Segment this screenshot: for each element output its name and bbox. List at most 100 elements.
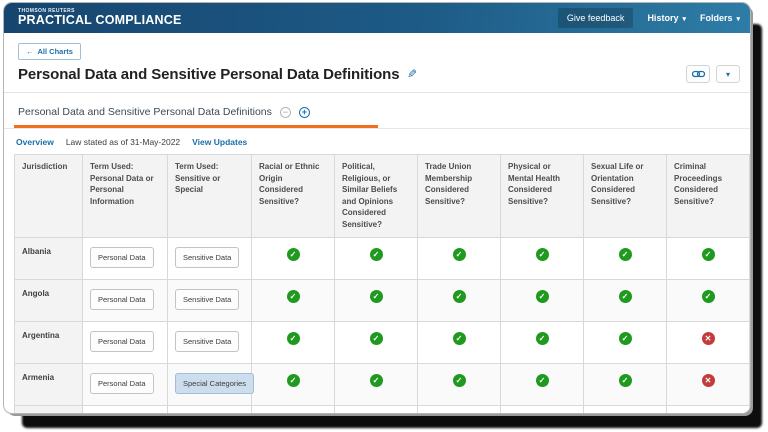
top-header: THOMSON REUTERS PRACTICAL COMPLIANCE Giv…	[4, 3, 750, 33]
meta-row: Overview Law stated as of 31-May-2022 Vi…	[4, 129, 750, 154]
title-row: Personal Data and Sensitive Personal Dat…	[4, 60, 750, 83]
table-row: Argentina Personal Data Sensitive Data ✓ ✓ ✓ ✓…	[14, 320, 750, 364]
definitions-table: Jurisdiction Term Used: Personal Data or …	[14, 154, 750, 413]
jurisdiction-cell: Australia	[14, 404, 83, 413]
flag-cell: ✓	[251, 404, 335, 413]
flag-cell: ✓	[583, 236, 667, 280]
toolbar-row: ← All Charts	[4, 33, 750, 60]
column-header: Term Used: Personal Data or Personal Inf…	[82, 154, 168, 238]
history-menu-label: History	[647, 13, 679, 23]
edit-pencil-icon[interactable]: ✎	[406, 67, 417, 81]
folders-menu[interactable]: Folders ▾	[700, 13, 740, 23]
check-icon: ✓	[701, 289, 715, 303]
chevron-down-icon: ▾	[725, 69, 730, 79]
check-icon: ✓	[369, 373, 383, 387]
brand-top-label: THOMSON REUTERS	[18, 7, 75, 14]
term-cell: Sensitive Data	[167, 236, 252, 280]
term-personal-button[interactable]: Personal Data	[90, 330, 154, 352]
term-cell: Personal Data	[82, 320, 168, 364]
term-cell: Personal Information	[82, 404, 168, 413]
give-feedback-button[interactable]: Give feedback	[557, 8, 634, 28]
flag-cell: ✓	[417, 404, 501, 413]
flag-cell: ✓	[334, 278, 418, 322]
check-icon: ✓	[535, 247, 549, 261]
history-menu[interactable]: History ▾	[647, 13, 686, 23]
jurisdiction-cell: Albania	[14, 236, 83, 280]
check-icon: ✓	[618, 289, 632, 303]
flag-cell: ✓	[583, 320, 667, 364]
tab-definitions-label: Personal Data and Sensitive Personal Dat…	[18, 106, 272, 118]
check-icon: ✓	[286, 373, 300, 387]
column-header: Physical or Mental Health Considered Sen…	[500, 154, 584, 238]
term-cell: Personal Data	[82, 236, 168, 280]
back-arrow-icon: ←	[26, 47, 34, 56]
term-sensitive-button[interactable]: Sensitive Data	[175, 330, 240, 352]
chart-options-dropdown-button[interactable]: ▾	[716, 65, 740, 83]
flag-cell: ✓	[251, 278, 335, 322]
term-personal-button[interactable]: Personal Data	[90, 288, 154, 310]
tab-definitions[interactable]: Personal Data and Sensitive Personal Dat…	[14, 106, 378, 128]
flag-cell: ✓	[666, 404, 750, 413]
term-personal-button[interactable]: Personal Data	[90, 372, 154, 394]
chevron-down-icon: ▾	[682, 16, 686, 23]
flag-cell: ✕	[666, 362, 750, 406]
flag-cell: ✓	[334, 320, 418, 364]
flag-cell: ✓	[251, 320, 335, 364]
chevron-down-icon: ▾	[736, 16, 740, 23]
table-row: Armenia Personal Data Special Categories ✓ ✓…	[14, 362, 750, 406]
cross-icon: ✕	[701, 331, 715, 345]
term-cell: Personal Data	[82, 362, 168, 406]
check-icon: ✓	[618, 331, 632, 345]
jurisdiction-cell: Argentina	[14, 320, 83, 364]
check-icon: ✓	[286, 331, 300, 345]
check-icon: ✓	[286, 247, 300, 261]
check-icon: ✓	[535, 331, 549, 345]
jurisdiction-cell: Armenia	[14, 362, 83, 406]
flag-cell: ✓	[251, 236, 335, 280]
collapse-circle-icon[interactable]: −	[279, 106, 291, 118]
table-row: Angola Personal Data Sensitive Data ✓ ✓ ✓ ✓ ✓ ✓	[14, 278, 750, 322]
term-cell: Sensitive Data	[167, 320, 252, 364]
flag-cell: ✓	[334, 404, 418, 413]
table-row: Albania Personal Data Sensitive Data ✓ ✓ ✓ ✓ ✓ ✓	[14, 236, 750, 280]
brand-main-label: PRACTICAL COMPLIANCE	[18, 13, 182, 28]
check-icon: ✓	[452, 289, 466, 303]
column-header: Jurisdiction	[14, 154, 83, 238]
page-title: Personal Data and Sensitive Personal Dat…	[18, 65, 400, 83]
term-sensitive-button[interactable]: Special Categories	[175, 372, 254, 394]
title-actions: ▾	[686, 65, 740, 83]
term-sensitive-button[interactable]: Sensitive Data	[175, 288, 240, 310]
flag-cell: ✕	[666, 320, 750, 364]
cross-icon: ✕	[701, 373, 715, 387]
topbar-actions: Give feedback History ▾ Folders ▾	[557, 8, 740, 28]
check-icon: ✓	[452, 373, 466, 387]
flag-cell: ✓	[334, 236, 418, 280]
term-personal-button[interactable]: Personal Data	[90, 246, 154, 268]
app-window: THOMSON REUTERS PRACTICAL COMPLIANCE Giv…	[4, 3, 750, 413]
flag-cell: ✓	[583, 278, 667, 322]
flag-cell: ✓	[500, 236, 584, 280]
check-icon: ✓	[286, 289, 300, 303]
flag-cell: ✓	[417, 278, 501, 322]
check-icon: ✓	[452, 247, 466, 261]
flag-cell: ✓	[500, 278, 584, 322]
column-header: Racial or Ethnic Origin Considered Sensi…	[251, 154, 335, 238]
column-header: Trade Union Membership Considered Sensit…	[417, 154, 501, 238]
overview-link[interactable]: Overview	[16, 137, 54, 147]
flag-cell: ✓	[500, 320, 584, 364]
flag-cell: ✓	[666, 278, 750, 322]
view-updates-link[interactable]: View Updates	[192, 137, 248, 147]
back-to-all-charts-label: All Charts	[37, 47, 73, 56]
add-circle-icon[interactable]: +	[298, 106, 310, 118]
check-icon: ✓	[452, 331, 466, 345]
term-cell: Personal Data	[82, 278, 168, 322]
flag-cell: ✓	[500, 362, 584, 406]
back-to-all-charts-button[interactable]: ← All Charts	[18, 43, 81, 60]
check-icon: ✓	[618, 247, 632, 261]
term-sensitive-button[interactable]: Sensitive Data	[175, 246, 240, 268]
copy-link-button[interactable]	[686, 65, 710, 83]
term-cell: Special Categories	[167, 362, 254, 406]
brand-logo[interactable]: THOMSON REUTERS PRACTICAL COMPLIANCE	[18, 7, 182, 28]
divider	[4, 92, 750, 93]
flag-cell: ✓	[583, 404, 667, 413]
